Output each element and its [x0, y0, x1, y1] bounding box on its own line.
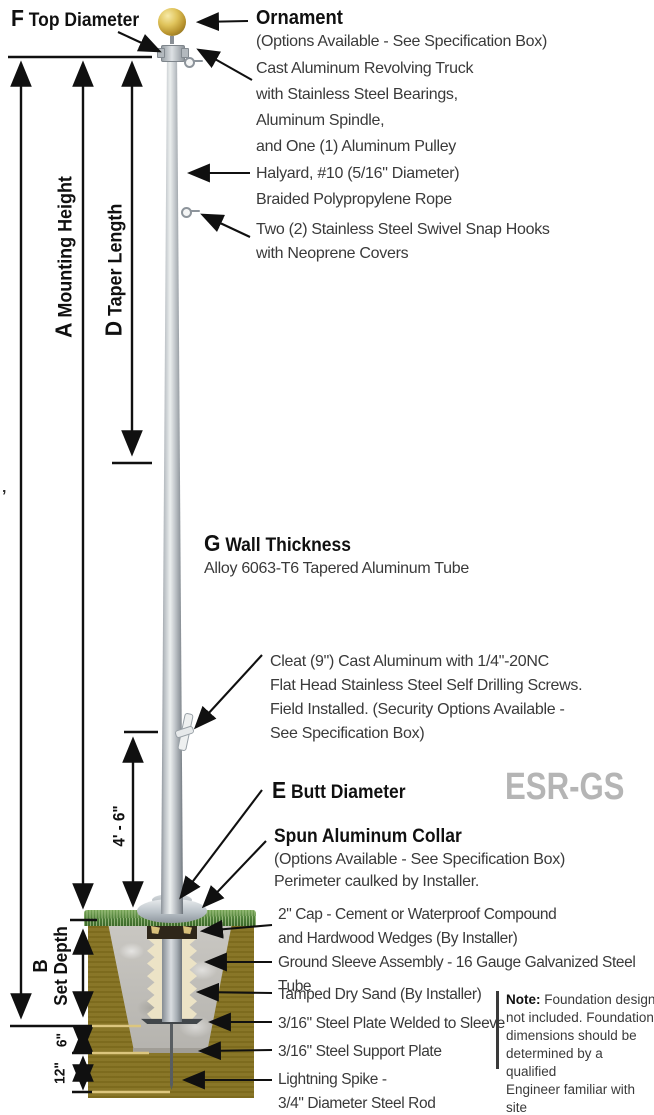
- label-top-diameter: F Top Diameter: [11, 5, 140, 31]
- label-ground-sleeve: Ground Sleeve Assembly - 16 Gauge Galvan…: [278, 954, 636, 995]
- label-halyard: Halyard, #10 (5/16" Diameter) Braided Po…: [256, 165, 460, 208]
- cap-seal: [147, 923, 197, 939]
- hardwood-wedge-icon: [183, 926, 192, 934]
- label-taper-length: D Taper Length: [100, 203, 127, 337]
- foundation-note: Note: Foundation design not included. Fo…: [506, 991, 654, 1115]
- model-watermark: ESR-GS: [505, 766, 625, 808]
- ornament-spindle: [170, 36, 174, 44]
- label-lightning-spike: Lightning Spike - 3/4" Diameter Steel Ro…: [278, 1071, 436, 1112]
- label-collar-title: Spun Aluminum Collar: [274, 826, 462, 847]
- label-support-plate: 3/16" Steel Support Plate: [278, 1043, 442, 1060]
- ornament-ball-icon: [158, 8, 186, 36]
- flagpole-shaft: [160, 54, 184, 914]
- flagpole-underground: [162, 912, 182, 1022]
- label-4-6-dim: 4' - 6": [110, 805, 129, 847]
- label-6in-dim: 6": [53, 1032, 71, 1048]
- label-tamped-sand: Tamped Dry Sand (By Installer): [278, 986, 482, 1003]
- note-text: Foundation design not included. Foundati…: [506, 992, 654, 1115]
- truck-pulley-icon: [157, 48, 165, 58]
- revolving-truck-icon: [157, 45, 189, 62]
- note-prefix: Note:: [506, 992, 541, 1007]
- label-12in-dim: 12": [51, 1062, 69, 1084]
- label-butt-diameter: E Butt Diameter: [272, 777, 406, 803]
- cropped-label-artifact: ’: [2, 488, 7, 505]
- label-ornament-sub: (Options Available - See Specification B…: [256, 33, 547, 50]
- label-cap: 2" Cap - Cement or Waterproof Compound a…: [278, 906, 557, 947]
- label-plate-welded: 3/16" Steel Plate Welded to Sleeve: [278, 1015, 505, 1032]
- label-set-depth: B Set Depth: [30, 926, 71, 1006]
- label-ornament-title: Ornament: [256, 7, 343, 29]
- note-divider: [496, 991, 499, 1069]
- label-collar-sub1: (Options Available - See Specification B…: [274, 851, 565, 868]
- label-wall-thickness: G Wall Thickness: [204, 530, 351, 556]
- label-collar-sub2: Perimeter caulked by Installer.: [274, 873, 480, 890]
- label-truck: Cast Aluminum Revolving Truck with Stain…: [256, 60, 474, 155]
- label-mounting-height: A Mounting Height: [50, 176, 77, 338]
- label-cleat: Cleat (9") Cast Aluminum with 1/4"-20NC …: [270, 653, 583, 742]
- hardwood-wedge-icon: [151, 926, 160, 934]
- label-snap-hooks: Two (2) Stainless Steel Swivel Snap Hook…: [256, 221, 550, 262]
- label-wall-thickness-sub: Alloy 6063-T6 Tapered Aluminum Tube: [204, 560, 469, 577]
- lightning-spike-rod: [170, 1024, 173, 1090]
